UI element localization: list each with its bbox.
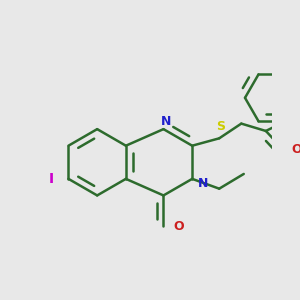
Text: N: N: [161, 115, 171, 128]
Text: O: O: [292, 143, 300, 156]
Text: I: I: [49, 172, 54, 186]
Text: N: N: [198, 177, 209, 190]
Text: S: S: [216, 120, 225, 134]
Text: O: O: [173, 220, 184, 232]
